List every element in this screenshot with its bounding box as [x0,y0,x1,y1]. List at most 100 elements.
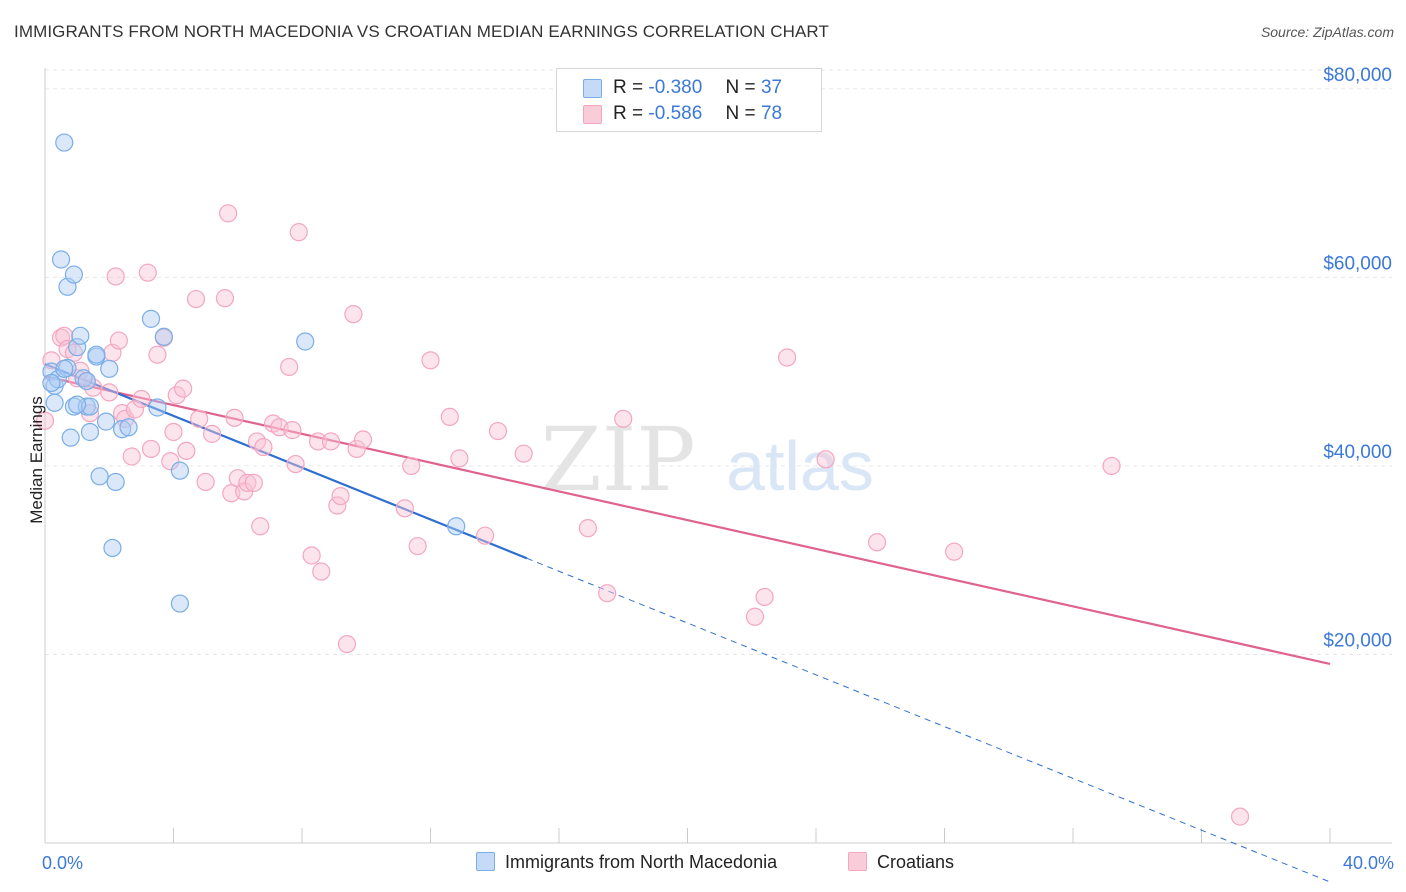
data-point-croatians [302,546,321,565]
grid-lines [45,69,1392,655]
data-point-croatians [244,473,263,492]
data-point-north-macedonia [96,412,116,431]
data-point-north-macedonia [106,472,125,492]
data-point-north-macedonia [80,422,100,442]
source-label: Source: ZipAtlas.com [1260,24,1394,40]
trend-lines [44,363,1331,883]
legend-r-value-series2: -0.586 [648,103,703,124]
data-point-croatians [1102,456,1121,476]
data-point-croatians [614,409,633,428]
data-point-croatians [35,411,55,430]
legend-swatch-series1 [583,79,602,98]
data-point-north-macedonia [71,326,90,345]
data-point-croatians [215,289,234,308]
x-tick-label: 40.0% [1343,853,1394,873]
data-point-croatians [161,452,180,471]
trend-line-north-macedonia-extension [526,557,1331,883]
data-point-croatians [440,407,459,427]
data-point-croatians [174,379,193,398]
legend-swatch-series2 [848,852,867,871]
data-point-croatians [321,432,341,451]
data-point-croatians [167,386,186,405]
x-tick-label: 0.0% [42,853,83,873]
legend-n-label: N = [725,103,756,124]
data-point-north-macedonia [112,420,132,439]
data-point-north-macedonia [148,398,167,417]
data-point-croatians [283,421,302,440]
legend-swatch-series1 [476,852,495,871]
data-point-croatians [945,542,964,561]
legend-n-value-series1: 37 [760,77,783,98]
data-point-croatians [312,562,331,581]
data-point-croatians [598,584,617,603]
trend-line-north-macedonia [44,363,528,560]
legend-r-value-series1: -0.380 [648,77,703,98]
data-point-croatians [141,439,161,459]
data-point-croatians [344,305,363,324]
axes [44,68,1392,844]
data-point-croatians [450,449,469,468]
data-point-croatians [186,289,206,309]
data-point-north-macedonia [141,309,161,328]
legend-label-series1: Immigrants from North Macedonia [505,852,778,872]
data-point-croatians [106,267,125,286]
data-point-croatians [251,517,270,536]
data-point-north-macedonia [42,373,61,393]
data-point-croatians [51,328,71,347]
data-point-north-macedonia [45,393,64,412]
y-tick-label: $40,000 [1323,442,1392,463]
data-point-north-macedonia [103,538,122,558]
y-tick-label: $60,000 [1323,253,1392,274]
data-point-croatians [1230,807,1250,826]
data-point-croatians [280,357,299,377]
data-point-croatians [190,409,209,428]
data-point-croatians [331,486,350,506]
legend-n-label: N = [725,77,756,98]
data-point-croatians [777,348,797,367]
data-point-croatians [289,223,308,242]
data-point-croatians [488,421,508,441]
data-point-croatians [109,331,128,350]
data-point-croatians [125,400,145,419]
stats-legend: R = -0.380 N = 37 R = -0.586 N = 78 [556,68,822,132]
data-point-north-macedonia [170,594,190,613]
data-point-north-macedonia [170,461,190,480]
data-point-croatians [402,456,421,476]
data-point-croatians [867,533,887,552]
data-point-croatians [219,204,238,223]
data-point-croatians [308,432,328,451]
data-point-croatians [202,424,222,443]
data-point-croatians [122,447,141,466]
watermark: ZIP atlas [540,408,874,511]
data-point-north-macedonia [61,428,80,447]
legend-r-label: R = [613,77,644,98]
data-point-north-macedonia [55,133,74,152]
legend-r-label: R = [613,103,644,124]
data-point-croatians [578,519,598,538]
legend-label-series2: Croatians [877,852,955,872]
data-point-croatians [225,408,244,427]
data-point-croatians [64,343,84,362]
data-point-croatians [421,351,440,370]
data-point-north-macedonia [55,359,74,378]
data-point-croatians [286,454,305,474]
data-point-croatians [347,439,366,459]
data-point-north-macedonia [119,418,138,437]
data-point-croatians [353,430,373,449]
data-point-croatians [100,383,119,402]
data-point-north-macedonia [51,250,71,269]
y-tick-label: $80,000 [1323,65,1392,86]
data-point-north-macedonia [68,338,87,357]
data-point-croatians [177,441,196,460]
data-point-north-macedonia [74,369,93,388]
data-point-croatians [132,389,151,409]
data-point-north-macedonia [77,371,96,391]
data-point-croatians [148,345,167,364]
data-point-croatians [254,437,273,457]
data-point-north-macedonia [87,345,106,364]
data-point-croatians [337,634,357,654]
watermark-atlas: atlas [726,427,874,505]
legend-n-value-series2: 78 [760,103,783,124]
chart-title: IMMIGRANTS FROM NORTH MACEDONIA VS CROAT… [14,22,829,41]
